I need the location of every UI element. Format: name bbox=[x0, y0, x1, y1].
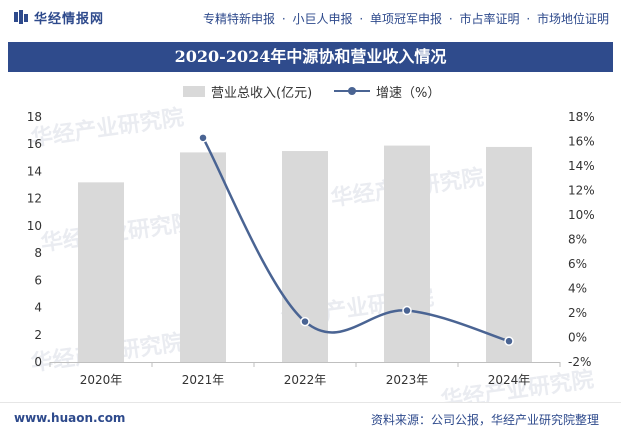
top-nav: 专精特新申报 · 小巨人申报 · 单项冠军申报 · 市占率证明 · 市场地位证明 bbox=[203, 10, 609, 27]
right-axis-tick-label: 12% bbox=[568, 184, 595, 198]
right-axis-tick-label: 2% bbox=[568, 306, 587, 320]
nav-separator: · bbox=[448, 12, 453, 26]
nav-separator: · bbox=[359, 12, 364, 26]
right-axis-tick-label: 18% bbox=[568, 110, 595, 124]
x-axis-tick-label: 2020年 bbox=[80, 373, 123, 387]
growth-rate-point bbox=[198, 133, 208, 143]
right-axis-tick-label: 6% bbox=[568, 257, 587, 271]
right-axis-tick-label: 0% bbox=[568, 331, 587, 345]
left-axis-tick-label: 6 bbox=[34, 273, 42, 287]
left-axis-tick-label: 4 bbox=[34, 301, 42, 315]
right-axis-tick-label: 10% bbox=[568, 208, 595, 222]
legend-line-marker bbox=[348, 87, 356, 95]
left-axis-tick-label: 16 bbox=[27, 137, 42, 151]
left-axis-tick-label: 2 bbox=[34, 328, 42, 342]
footer-site-link[interactable]: www.huaon.com bbox=[14, 411, 126, 425]
left-axis-tick-label: 12 bbox=[27, 192, 42, 206]
nav-item-little-giant[interactable]: 小巨人申报 bbox=[292, 12, 353, 26]
left-axis-tick-label: 0 bbox=[34, 355, 42, 369]
growth-rate-point bbox=[504, 336, 514, 346]
left-axis-tick-label: 14 bbox=[27, 164, 42, 178]
nav-item-specialized[interactable]: 专精特新申报 bbox=[202, 12, 275, 26]
legend-bar-swatch bbox=[183, 86, 205, 97]
nav-separator: · bbox=[281, 12, 286, 26]
x-axis-tick-label: 2021年 bbox=[182, 373, 225, 387]
left-axis-tick-label: 8 bbox=[34, 246, 42, 260]
nav-item-market-position[interactable]: 市场地位证明 bbox=[536, 12, 609, 26]
logo-text: 华经情报网 bbox=[34, 11, 105, 27]
chart-legend: 营业总收入(亿元) 增速（%） bbox=[0, 80, 621, 101]
growth-rate-point bbox=[300, 316, 310, 327]
x-axis-tick-label: 2023年 bbox=[386, 373, 429, 387]
logo-icon bbox=[14, 10, 28, 24]
bar-revenue bbox=[384, 145, 430, 362]
nav-item-market-share[interactable]: 市占率证明 bbox=[459, 12, 520, 26]
chart-title: 2020-2024年中源协和营业收入情况 bbox=[174, 47, 447, 66]
right-axis-tick-label: 4% bbox=[568, 282, 587, 296]
left-axis-tick-label: 18 bbox=[27, 110, 42, 124]
bar-revenue bbox=[78, 182, 124, 362]
right-axis-tick-label: 8% bbox=[568, 233, 587, 247]
nav-separator: · bbox=[526, 12, 531, 26]
x-axis-tick-label: 2024年 bbox=[488, 373, 531, 387]
right-axis-tick-label: 16% bbox=[568, 135, 595, 149]
legend-line-label: 增速（%） bbox=[376, 86, 441, 101]
growth-rate-line bbox=[201, 137, 510, 343]
chart-title-bar: 2020-2024年中源协和营业收入情况 bbox=[8, 42, 613, 72]
left-axis-tick-label: 10 bbox=[27, 219, 42, 233]
top-header: 华经情报网 专精特新申报 · 小巨人申报 · 单项冠军申报 · 市占率证明 · … bbox=[0, 0, 621, 34]
bar-revenue bbox=[486, 146, 532, 362]
right-axis-tick-label: -2% bbox=[568, 355, 591, 369]
right-axis-tick-label: 14% bbox=[568, 159, 595, 173]
bar-revenue bbox=[180, 152, 226, 362]
legend-bar-label: 营业总收入(亿元) bbox=[211, 86, 313, 101]
growth-rate-point bbox=[402, 305, 412, 316]
bar-revenue bbox=[282, 151, 328, 362]
x-axis-tick-label: 2022年 bbox=[284, 373, 327, 387]
nav-item-single-champion[interactable]: 单项冠军申报 bbox=[369, 12, 442, 26]
footer-source: 资料来源：公司公报，华经产业研究院整理 bbox=[370, 413, 599, 427]
site-logo[interactable]: 华经情报网 bbox=[14, 9, 105, 27]
footer: www.huaon.com 资料来源：公司公报，华经产业研究院整理 bbox=[0, 402, 621, 441]
